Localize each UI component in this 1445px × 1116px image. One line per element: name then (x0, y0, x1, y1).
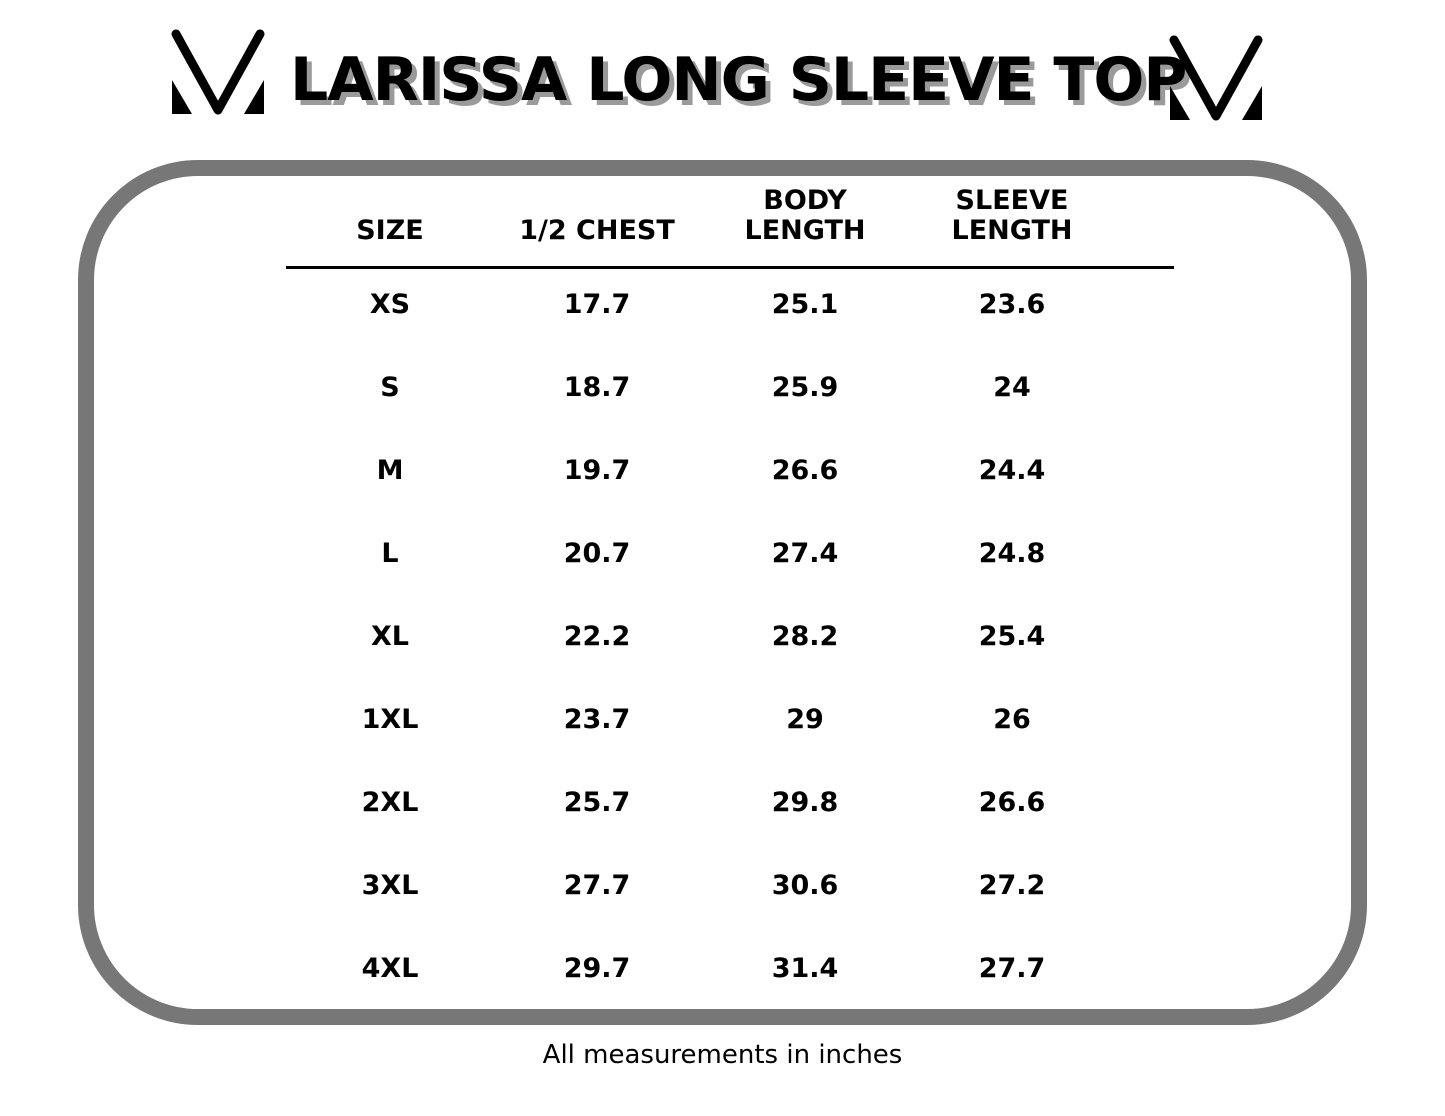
size-cell: XL (370, 621, 410, 652)
body-length-cell: 31.4 (771, 953, 839, 984)
chest-cell: 19.7 (563, 455, 631, 486)
size-cell: S (380, 372, 400, 403)
chest-cell: 23.7 (563, 704, 631, 735)
body-length-cell: 25.1 (771, 289, 839, 320)
body-length-cell: 26.6 (771, 455, 839, 486)
header-line1 (487, 186, 707, 216)
header-line2: 1/2 CHEST (519, 215, 675, 246)
header-line1: BODY (763, 185, 847, 216)
header-half-chest: 1/2 CHEST (487, 186, 707, 246)
chest-cell: 27.7 (563, 870, 631, 901)
sleeve-length-cell: 26 (993, 704, 1031, 735)
chest-cell: 20.7 (563, 538, 631, 569)
v-logo-icon (171, 29, 265, 115)
chest-cell: 22.2 (563, 621, 631, 652)
size-cell: 3XL (361, 870, 419, 901)
size-chart-frame (78, 160, 1367, 1025)
body-length-cell: 28.2 (771, 621, 839, 652)
size-cell: L (381, 538, 399, 569)
footer-note: All measurements in inches (542, 1040, 903, 1070)
chest-cell: 29.7 (563, 953, 631, 984)
size-cell: M (376, 455, 404, 486)
size-cell: 4XL (361, 953, 419, 984)
body-length-cell: 30.6 (771, 870, 839, 901)
v-logo-icon (1169, 35, 1263, 121)
body-length-cell: 27.4 (771, 538, 839, 569)
header-line2: SIZE (356, 215, 424, 246)
header-line1: SLEEVE (955, 185, 1069, 216)
chest-cell: 18.7 (563, 372, 631, 403)
chest-cell: 25.7 (563, 787, 631, 818)
body-length-cell: 29.8 (771, 787, 839, 818)
size-cell: 1XL (361, 704, 419, 735)
header-divider (286, 266, 1174, 269)
sleeve-length-cell: 23.6 (978, 289, 1046, 320)
sleeve-length-cell: 26.6 (978, 787, 1046, 818)
header-line2: LENGTH (744, 215, 866, 246)
sleeve-length-cell: 25.4 (978, 621, 1046, 652)
size-cell: XS (369, 289, 411, 320)
chest-cell: 17.7 (563, 289, 631, 320)
sleeve-length-cell: 24.4 (978, 455, 1046, 486)
sleeve-length-cell: 27.2 (978, 870, 1046, 901)
sleeve-length-cell: 24 (993, 372, 1031, 403)
size-cell: 2XL (361, 787, 419, 818)
body-length-cell: 29 (786, 704, 824, 735)
header-line1 (280, 186, 500, 216)
header-sleeve-length: SLEEVE LENGTH (902, 186, 1122, 246)
header-size: SIZE (280, 186, 500, 246)
body-length-cell: 25.9 (771, 372, 839, 403)
header-line2: LENGTH (951, 215, 1073, 246)
header-body-length: BODY LENGTH (695, 186, 915, 246)
sleeve-length-cell: 24.8 (978, 538, 1046, 569)
page-title: LARISSA LONG SLEEVE TOP (290, 45, 1187, 115)
sleeve-length-cell: 27.7 (978, 953, 1046, 984)
